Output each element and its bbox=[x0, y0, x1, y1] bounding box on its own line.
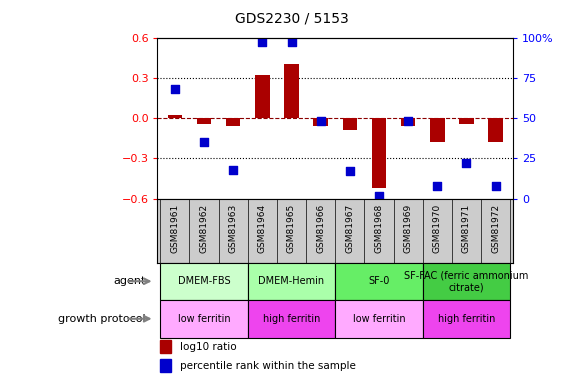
Point bbox=[345, 168, 354, 174]
Text: high ferritin: high ferritin bbox=[263, 314, 320, 324]
Text: growth protocol: growth protocol bbox=[58, 314, 146, 324]
Text: SF-0: SF-0 bbox=[368, 276, 389, 286]
Text: DMEM-FBS: DMEM-FBS bbox=[178, 276, 230, 286]
Point bbox=[287, 39, 296, 45]
Point bbox=[433, 183, 442, 189]
Bar bbox=[459, 118, 474, 123]
Bar bbox=[343, 118, 357, 130]
Text: GSM81970: GSM81970 bbox=[433, 204, 442, 253]
Bar bbox=[248, 300, 335, 338]
Point bbox=[462, 160, 471, 166]
Text: GSM81968: GSM81968 bbox=[374, 204, 384, 253]
Text: GSM81966: GSM81966 bbox=[316, 204, 325, 253]
Text: GSM81961: GSM81961 bbox=[170, 204, 180, 253]
Text: GSM81971: GSM81971 bbox=[462, 204, 471, 253]
Point bbox=[199, 140, 209, 146]
Text: GSM81969: GSM81969 bbox=[403, 204, 413, 253]
Text: GSM81964: GSM81964 bbox=[258, 204, 267, 253]
Text: low ferritin: low ferritin bbox=[353, 314, 405, 324]
Bar bbox=[335, 300, 423, 338]
Text: GSM81965: GSM81965 bbox=[287, 204, 296, 253]
Bar bbox=[160, 300, 248, 338]
Point bbox=[258, 39, 267, 45]
Text: GSM81962: GSM81962 bbox=[199, 204, 209, 253]
Point bbox=[403, 118, 413, 124]
Point bbox=[170, 86, 180, 92]
Text: low ferritin: low ferritin bbox=[178, 314, 230, 324]
Bar bbox=[423, 262, 510, 300]
Bar bbox=[335, 262, 423, 300]
Text: GSM81963: GSM81963 bbox=[229, 204, 238, 253]
Text: log10 ratio: log10 ratio bbox=[180, 342, 236, 352]
Text: SF-FAC (ferric ammonium
citrate): SF-FAC (ferric ammonium citrate) bbox=[404, 270, 529, 292]
Bar bbox=[197, 118, 211, 123]
Bar bbox=[248, 262, 335, 300]
Bar bbox=[314, 118, 328, 126]
Text: percentile rank within the sample: percentile rank within the sample bbox=[180, 361, 356, 370]
Bar bbox=[430, 118, 445, 142]
Bar bbox=[160, 262, 248, 300]
Text: GDS2230 / 5153: GDS2230 / 5153 bbox=[234, 11, 349, 25]
Text: agent: agent bbox=[113, 276, 146, 286]
Point bbox=[229, 167, 238, 173]
Bar bbox=[160, 340, 171, 353]
Bar bbox=[372, 118, 386, 188]
Bar bbox=[160, 359, 171, 372]
Bar bbox=[226, 118, 241, 126]
Text: high ferritin: high ferritin bbox=[438, 314, 495, 324]
Point bbox=[491, 183, 500, 189]
Text: GSM81972: GSM81972 bbox=[491, 204, 500, 253]
Bar bbox=[423, 300, 510, 338]
Text: DMEM-Hemin: DMEM-Hemin bbox=[258, 276, 325, 286]
Point bbox=[316, 118, 325, 124]
Bar bbox=[168, 116, 182, 118]
Bar bbox=[255, 75, 269, 118]
Bar bbox=[401, 118, 415, 126]
Text: GSM81967: GSM81967 bbox=[345, 204, 354, 253]
Point bbox=[374, 192, 384, 198]
Bar bbox=[285, 64, 299, 118]
Bar bbox=[489, 118, 503, 142]
